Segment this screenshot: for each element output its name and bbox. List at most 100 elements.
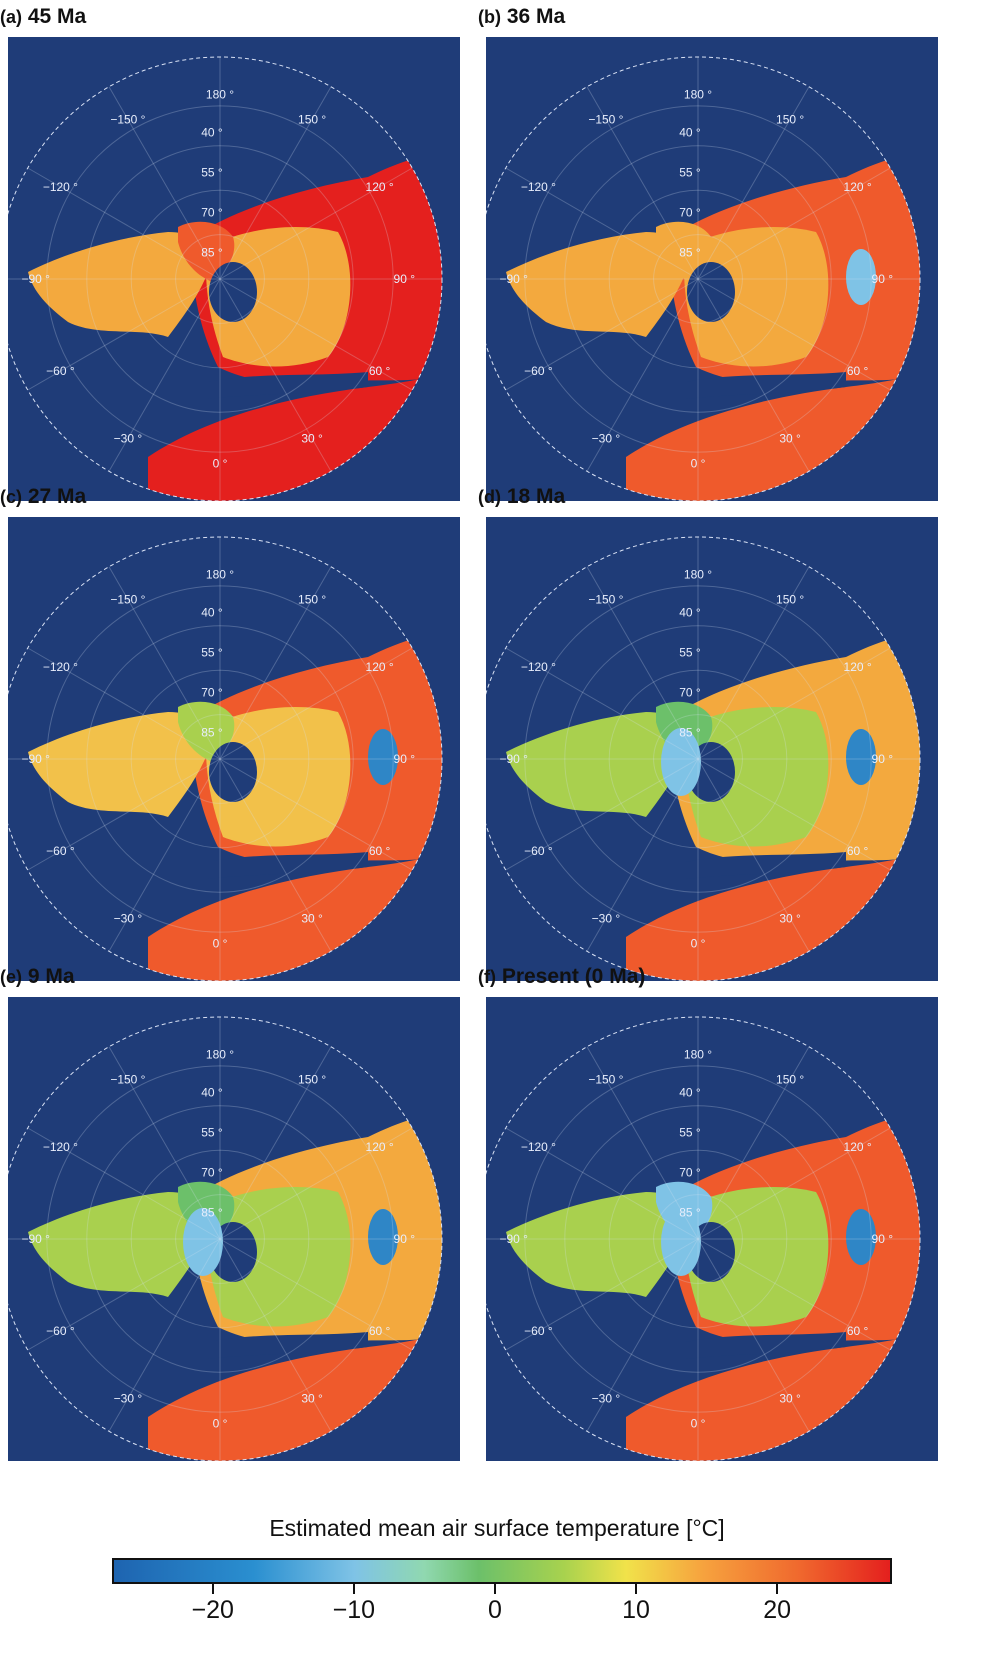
panel-label: (b)	[478, 7, 501, 27]
longitude-label: 180 °	[206, 88, 234, 102]
landmass-europe	[684, 707, 829, 847]
longitude-label: 60 °	[369, 844, 391, 858]
landmass-europe	[206, 1187, 351, 1327]
sea-mediterranean	[208, 372, 368, 399]
longitude-label: −150 °	[588, 1072, 623, 1086]
colorbar-tick	[493, 1584, 496, 1594]
longitude-label: −60 °	[46, 364, 75, 378]
longitude-label: −150 °	[588, 592, 623, 606]
map-panel: (c) 27 Ma 180 ° 150 ° 120 ° 90 ° 60 ° 30 ° 0 ° −…	[0, 485, 460, 985]
longitude-label: 90 °	[394, 1232, 416, 1246]
panel-age: 9 Ma	[22, 965, 75, 988]
panel-title: (c) 27 Ma	[0, 485, 86, 509]
latitude-label: 40 °	[201, 1086, 223, 1100]
panel-age: 36 Ma	[500, 5, 566, 28]
landmass-north-america	[28, 712, 209, 817]
map-panel: (b) 36 Ma 180 ° 150 ° 120 ° 90 ° 60 ° 30 ° 0 ° −…	[478, 5, 938, 505]
longitude-label: −30 °	[592, 912, 621, 926]
colorbar-tick-label: −10	[332, 1596, 376, 1624]
longitude-label: 0 °	[691, 456, 706, 470]
longitude-label: 90 °	[394, 272, 416, 286]
panel-title: (f) Present (0 Ma)	[478, 965, 645, 989]
longitude-label: 60 °	[847, 1324, 869, 1338]
longitude-label: −90 °	[499, 1232, 528, 1246]
sea-mediterranean	[686, 1332, 846, 1359]
longitude-label: 90 °	[872, 272, 894, 286]
map-panel: (d) 18 Ma 180 ° 150 ° 120 ° 90 ° 60 ° 30 ° 0 ° −…	[478, 485, 938, 985]
longitude-label: 150 °	[776, 592, 804, 606]
greenland-ice	[183, 1208, 223, 1276]
longitude-label: 150 °	[298, 112, 326, 126]
longitude-label: 30 °	[301, 1392, 323, 1406]
polar-map-svg: 180 ° 150 ° 120 ° 90 ° 60 ° 30 ° 0 ° −30 ° −60 °…	[486, 997, 938, 1461]
longitude-label: 30 °	[779, 1392, 801, 1406]
longitude-label: 0 °	[213, 936, 228, 950]
latitude-label: 40 °	[201, 126, 223, 140]
latitude-label: 40 °	[679, 1086, 701, 1100]
longitude-label: 30 °	[779, 912, 801, 926]
panel-title: (a) 45 Ma	[0, 5, 86, 29]
latitude-label: 40 °	[201, 606, 223, 620]
graticule	[8, 536, 443, 981]
map-panel: (e) 9 Ma 180 ° 150 ° 120 ° 90 ° 60 ° 30 ° 0 ° −3…	[0, 965, 460, 1465]
longitude-label: 180 °	[206, 568, 234, 582]
longitude-label: −120 °	[43, 180, 78, 194]
graticule	[486, 1016, 921, 1461]
longitude-label: −90 °	[21, 752, 50, 766]
panel-age: 18 Ma	[500, 485, 566, 508]
longitude-label: 60 °	[369, 1324, 391, 1338]
colorbar-tick	[635, 1584, 638, 1594]
longitude-label: 180 °	[206, 1048, 234, 1062]
map-panel: (a) 45 Ma 180 ° 150 ° 120 ° 90 ° 60 ° 30 ° 0 ° −…	[0, 5, 460, 505]
polar-map: 180 ° 150 ° 120 ° 90 ° 60 ° 30 ° 0 ° −30 ° −60 °…	[8, 997, 460, 1461]
longitude-label: −60 °	[524, 844, 553, 858]
arctic-ocean	[209, 262, 257, 322]
panel-label: (d)	[478, 487, 501, 507]
graticule	[486, 536, 921, 981]
landmass-europe	[206, 227, 351, 367]
landmass-north-america	[28, 232, 209, 337]
polar-map-svg: 180 ° 150 ° 120 ° 90 ° 60 ° 30 ° 0 ° −30 ° −60 °…	[8, 997, 460, 1461]
landmass-north-america	[506, 1192, 687, 1297]
latitude-label: 70 °	[679, 205, 701, 219]
polar-map-svg: 180 ° 150 ° 120 ° 90 ° 60 ° 30 ° 0 ° −30 ° −60 °…	[486, 37, 938, 501]
landmass-north-america	[506, 712, 687, 817]
colorbar-tick-label: 10	[622, 1596, 650, 1624]
colorbar-tick-label: 0	[487, 1596, 502, 1624]
longitude-label: 0 °	[213, 456, 228, 470]
latitude-label: 85 °	[679, 1205, 701, 1219]
longitude-label: −30 °	[114, 1392, 143, 1406]
longitude-label: −150 °	[588, 112, 623, 126]
longitude-label: −120 °	[43, 660, 78, 674]
longitude-label: −30 °	[592, 1392, 621, 1406]
latitude-label: 85 °	[201, 1205, 223, 1219]
latitude-label: 85 °	[201, 725, 223, 739]
map-boundary	[486, 56, 921, 501]
colorbar-tick	[211, 1584, 214, 1594]
panel-title: (e) 9 Ma	[0, 965, 75, 989]
latitude-label: 55 °	[201, 645, 223, 659]
greenland-ice	[661, 728, 701, 796]
latitude-label: 40 °	[679, 606, 701, 620]
map-boundary	[8, 536, 443, 981]
cold-plateau	[846, 1209, 876, 1265]
longitude-label: 150 °	[776, 1072, 804, 1086]
latitude-label: 70 °	[679, 685, 701, 699]
longitude-label: −60 °	[524, 1324, 553, 1338]
longitude-label: 120 °	[366, 180, 394, 194]
polar-map-svg: 180 ° 150 ° 120 ° 90 ° 60 ° 30 ° 0 ° −30 ° −60 °…	[8, 37, 460, 501]
colorbar-tick	[776, 1584, 779, 1594]
longitude-label: −30 °	[114, 432, 143, 446]
graticule	[486, 56, 921, 501]
panel-label: (a)	[0, 7, 22, 27]
cold-plateau	[846, 729, 876, 785]
cold-plateau	[846, 249, 876, 305]
longitude-label: 90 °	[872, 1232, 894, 1246]
longitude-label: 60 °	[369, 364, 391, 378]
sea-mediterranean	[686, 852, 846, 879]
longitude-label: −150 °	[110, 592, 145, 606]
latitude-label: 70 °	[679, 1165, 701, 1179]
sea-mediterranean	[686, 372, 846, 399]
longitude-label: 0 °	[691, 1416, 706, 1430]
longitude-label: 90 °	[872, 752, 894, 766]
